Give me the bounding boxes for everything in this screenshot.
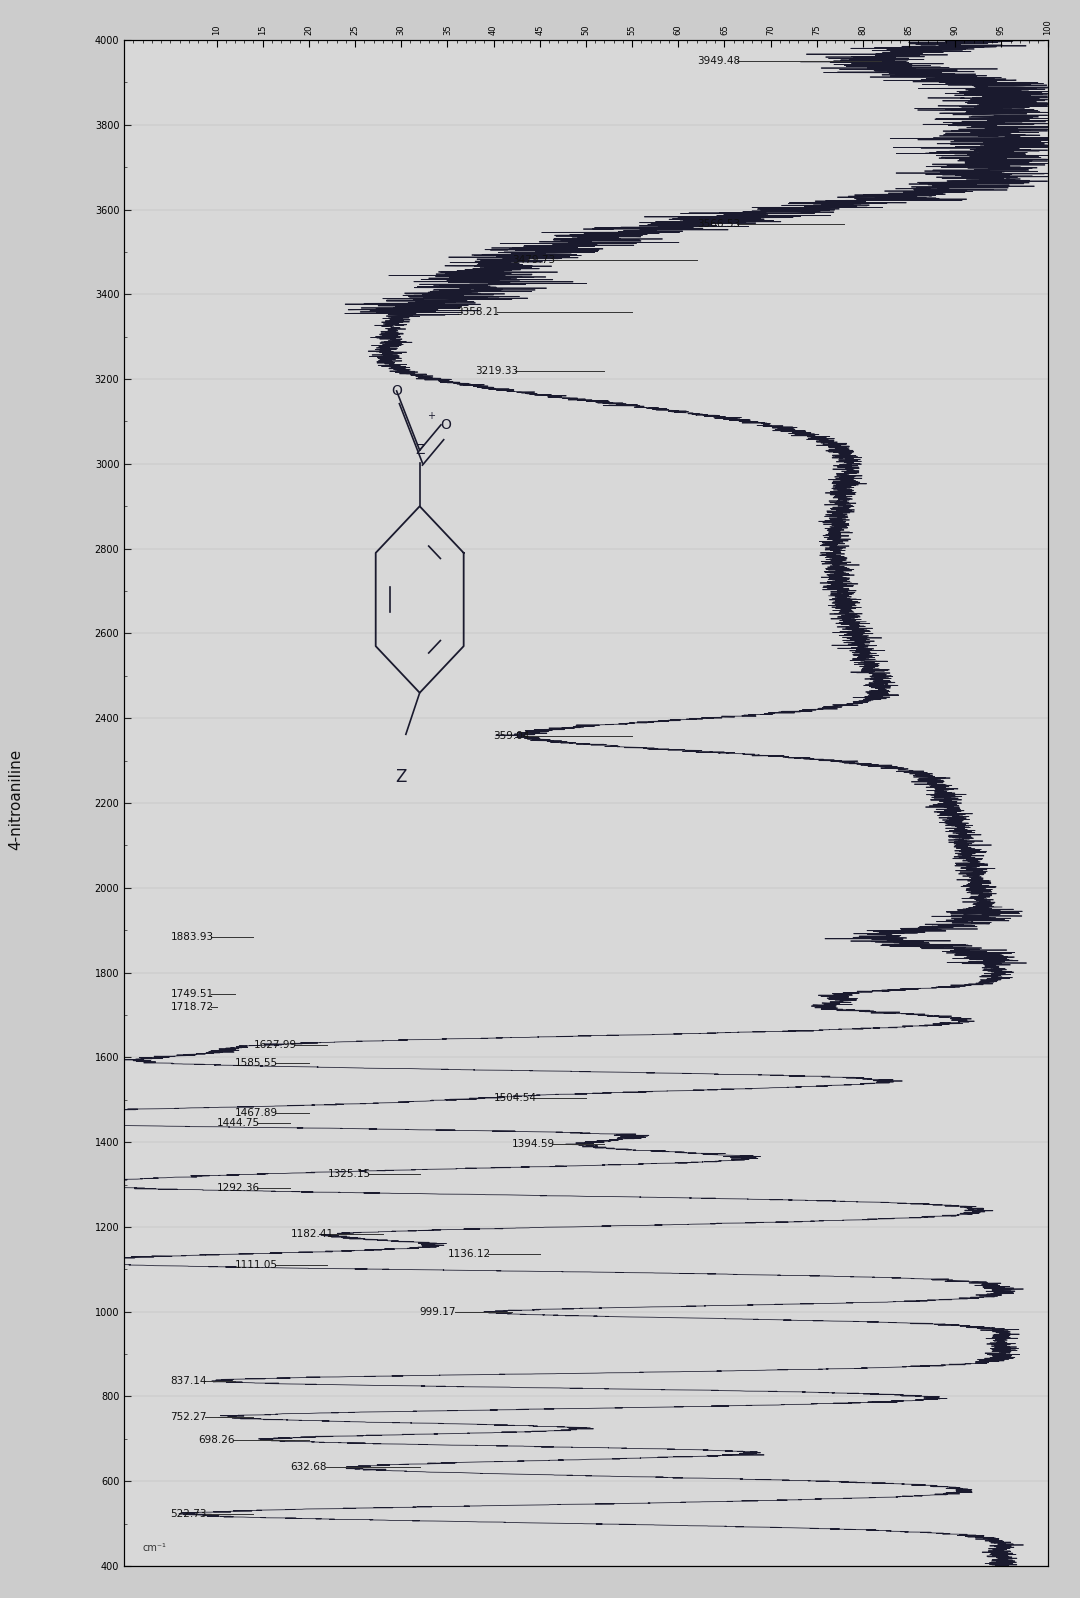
Text: 359.04: 359.04 — [494, 730, 530, 740]
Text: 632.68: 632.68 — [291, 1462, 327, 1472]
Text: 3219.33: 3219.33 — [475, 366, 518, 376]
Text: Z: Z — [395, 767, 407, 786]
Text: 1718.72: 1718.72 — [171, 1002, 214, 1012]
Text: 3566.53: 3566.53 — [697, 219, 740, 229]
Text: 1182.41: 1182.41 — [291, 1229, 334, 1240]
Text: O: O — [441, 417, 451, 431]
Text: 3358.21: 3358.21 — [457, 307, 500, 316]
Text: 3949.48: 3949.48 — [697, 56, 740, 67]
Text: 1111.05: 1111.05 — [235, 1259, 278, 1270]
Text: 1883.93: 1883.93 — [171, 932, 214, 941]
Text: 1444.75: 1444.75 — [216, 1119, 259, 1128]
Text: 1292.36: 1292.36 — [216, 1183, 259, 1192]
Text: 1749.51: 1749.51 — [171, 989, 214, 999]
Text: 1585.55: 1585.55 — [235, 1058, 279, 1069]
Text: 698.26: 698.26 — [198, 1435, 234, 1445]
Text: Z: Z — [415, 443, 424, 457]
Text: 752.27: 752.27 — [171, 1411, 207, 1422]
Text: 999.17: 999.17 — [420, 1307, 456, 1317]
Text: 522.73: 522.73 — [171, 1509, 207, 1520]
Text: 1325.15: 1325.15 — [327, 1168, 370, 1179]
Text: 1394.59: 1394.59 — [512, 1139, 555, 1149]
Text: +: + — [427, 411, 435, 422]
Text: 1627.99: 1627.99 — [254, 1040, 297, 1050]
Text: 1136.12: 1136.12 — [447, 1250, 490, 1259]
Text: 1467.89: 1467.89 — [235, 1109, 279, 1119]
Text: O: O — [391, 384, 402, 398]
Text: 4-nitroaniline: 4-nitroaniline — [9, 748, 24, 850]
Text: 837.14: 837.14 — [171, 1376, 207, 1385]
Text: cm⁻¹: cm⁻¹ — [143, 1544, 166, 1553]
Text: 3479.73: 3479.73 — [512, 256, 555, 265]
Text: 1504.54: 1504.54 — [494, 1093, 537, 1103]
